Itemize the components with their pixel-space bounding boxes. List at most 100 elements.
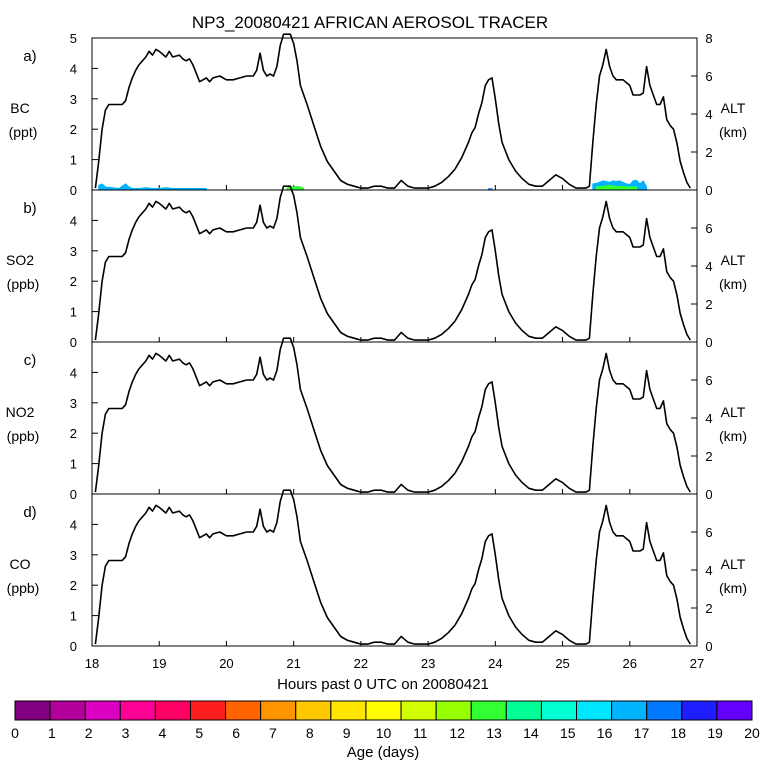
y2-axis-label: ALT [721, 404, 746, 420]
colorbar-tick-label: 0 [11, 725, 19, 741]
y2-tick-label: 6 [705, 373, 712, 388]
panels: 0 1 2 3 4 5 0 2 4 6 8 a) BC (ppt) ALT (km) 0 1 2 3 4 0 2 4 6 b) SO… [6, 31, 747, 654]
y2-tick-label: 8 [705, 31, 712, 46]
y-tick-label: 0 [70, 487, 77, 502]
colorbar-tick-label: 14 [523, 725, 539, 741]
y-tick-label: 1 [70, 153, 77, 168]
y-tick-label: 3 [70, 548, 77, 563]
colorbar: 0 1 2 3 4 5 6 7 8 9 10 11 12 13 14 15 16 17 18 19 20 [11, 700, 760, 741]
y2-tick-label: 6 [705, 221, 712, 236]
y-tick-label: 4 [70, 365, 77, 380]
y-tick-label: 0 [70, 639, 77, 654]
panel-2: 0 1 2 3 4 0 2 4 6 b) SO2 (ppb) ALT (km) [6, 185, 747, 350]
y-tick-label: 2 [70, 426, 77, 441]
colorbar-tick-label: 16 [597, 725, 613, 741]
y2-tick-label: 2 [705, 145, 712, 160]
colorbar-swatch [189, 700, 227, 721]
y2-axis-units: (km) [719, 580, 747, 596]
tracer-age-13 [595, 184, 637, 191]
colorbar-tick-label: 5 [195, 725, 203, 741]
y-tick-label: 2 [70, 274, 77, 289]
colorbar-swatch [295, 700, 332, 721]
y2-tick-label: 2 [705, 601, 712, 616]
colorbar-tick-label: 2 [85, 725, 93, 741]
colorbar-swatch [611, 700, 648, 721]
colorbar-swatch [646, 700, 683, 721]
panel-frame [91, 341, 698, 495]
x-axis-label: Hours past 0 UTC on 20080421 [277, 676, 489, 693]
x-tick-label: 27 [690, 656, 704, 671]
colorbar-swatch [84, 700, 121, 721]
x-axis: 18 19 20 21 22 23 24 25 26 27 [85, 656, 704, 671]
colorbar-swatch [365, 700, 402, 721]
y2-axis-units: (km) [719, 276, 747, 292]
panel-label: d) [23, 504, 36, 521]
x-tick-label: 20 [219, 656, 233, 671]
y-tick-label: 3 [70, 92, 77, 107]
colorbar-tick-label: 6 [232, 725, 240, 741]
x-tick-label: 18 [85, 656, 99, 671]
colorbar-swatch [435, 700, 472, 721]
y-tick-label: 1 [70, 457, 77, 472]
y-axis-units: (ppt) [9, 124, 38, 140]
x-tick-label: 19 [152, 656, 166, 671]
colorbar-tick-label: 3 [122, 725, 130, 741]
colorbar-tick-label: 8 [306, 725, 314, 741]
colorbar-tick-label: 17 [634, 725, 650, 741]
colorbar-label: Age (days) [347, 744, 420, 761]
y-axis-label: BC [10, 100, 29, 116]
panel-label: c) [24, 352, 37, 369]
colorbar-swatch [681, 700, 718, 721]
y-tick-label: 3 [70, 244, 77, 259]
colorbar-swatch [716, 700, 753, 721]
colorbar-tick-label: 1 [48, 725, 56, 741]
colorbar-tick-label: 4 [159, 725, 167, 741]
colorbar-swatch [576, 700, 613, 721]
x-tick-label: 22 [354, 656, 368, 671]
y-tick-label: 5 [70, 31, 77, 46]
y2-axis-units: (km) [719, 124, 747, 140]
panel-frame [91, 493, 698, 647]
altitude-line [94, 33, 691, 189]
colorbar-swatch [225, 700, 262, 721]
colorbar-tick-label: 11 [413, 725, 428, 741]
altitude-line [94, 337, 691, 493]
colorbar-tick-label: 10 [376, 725, 392, 741]
chart-title: NP3_20080421 AFRICAN AEROSOL TRACER [192, 13, 548, 32]
panel-label: a) [23, 48, 36, 65]
panel-label: b) [23, 200, 36, 217]
x-tick-label: 23 [421, 656, 435, 671]
y2-axis-label: ALT [721, 252, 746, 268]
x-tick-label: 21 [286, 656, 300, 671]
panel-1: 0 1 2 3 4 5 0 2 4 6 8 a) BC (ppt) ALT (km) [9, 31, 747, 198]
y-tick-label: 0 [70, 183, 77, 198]
y-axis-label: SO2 [6, 252, 34, 268]
y2-axis-label: ALT [721, 100, 746, 116]
y2-tick-label: 0 [705, 639, 712, 654]
y-axis-units: (ppb) [7, 276, 40, 292]
colorbar-swatch [119, 700, 156, 721]
y2-tick-label: 0 [705, 487, 712, 502]
colorbar-swatch [505, 700, 542, 721]
x-tick-label: 25 [555, 656, 569, 671]
colorbar-swatch [49, 700, 86, 721]
colorbar-tick-label: 20 [744, 725, 760, 741]
y-axis-label: NO2 [6, 404, 35, 420]
y-axis-units: (ppb) [7, 428, 40, 444]
y2-tick-label: 4 [705, 107, 712, 122]
y2-tick-label: 2 [705, 297, 712, 312]
panel-frame [91, 189, 698, 343]
y2-axis-units: (km) [719, 428, 747, 444]
panel-frame [91, 37, 698, 191]
y2-tick-label: 4 [705, 563, 712, 578]
colorbar-swatch [154, 700, 191, 721]
panel-4: 0 1 2 3 4 0 2 4 6 d) CO (ppb) ALT (km) [7, 489, 747, 654]
colorbar-swatch [260, 700, 297, 721]
y2-tick-label: 2 [705, 449, 712, 464]
tracer-age-17 [98, 183, 207, 191]
y2-axis-label: ALT [721, 556, 746, 572]
y-tick-label: 0 [70, 335, 77, 350]
colorbar-tick-label: 19 [707, 725, 723, 741]
y-tick-label: 3 [70, 396, 77, 411]
